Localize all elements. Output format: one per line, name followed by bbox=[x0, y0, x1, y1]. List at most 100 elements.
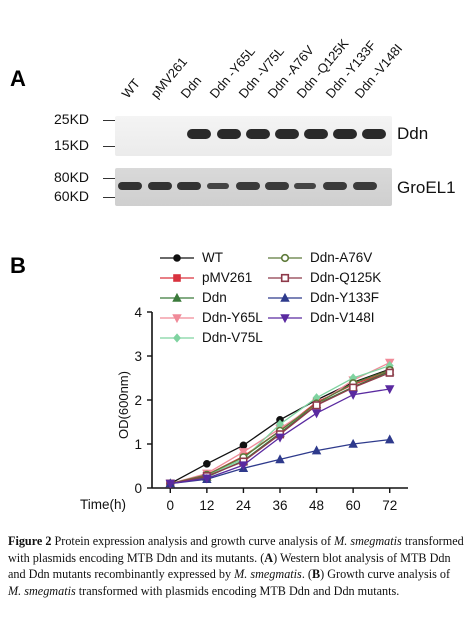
data-point bbox=[165, 478, 176, 488]
data-point bbox=[238, 455, 249, 465]
legend-marker-icon bbox=[268, 292, 302, 302]
chart-series bbox=[165, 358, 395, 489]
blot-band bbox=[118, 182, 142, 190]
data-point bbox=[311, 399, 322, 409]
data-point bbox=[312, 401, 321, 410]
data-point bbox=[348, 376, 358, 386]
data-point bbox=[280, 273, 290, 283]
legend-marker-icon bbox=[160, 292, 194, 302]
blot-band bbox=[207, 183, 229, 189]
lane-label: Ddn bbox=[177, 73, 205, 101]
legend-label: WT bbox=[202, 250, 223, 265]
data-point bbox=[275, 430, 285, 439]
y-tick-label: 2 bbox=[134, 393, 142, 408]
data-point bbox=[166, 479, 175, 488]
data-point bbox=[385, 367, 394, 376]
caption-species: M. smegmatis bbox=[234, 567, 302, 582]
data-point bbox=[202, 472, 211, 481]
legend-marker-icon bbox=[268, 273, 302, 283]
x-tick-label: 48 bbox=[309, 498, 324, 513]
blot-ddn bbox=[115, 116, 392, 156]
data-point bbox=[384, 434, 395, 444]
panel-a-label: A bbox=[10, 66, 26, 91]
data-point bbox=[202, 470, 211, 479]
data-point bbox=[202, 471, 212, 481]
data-point bbox=[173, 333, 181, 343]
marker-15kd: 15KD bbox=[54, 137, 90, 153]
data-series bbox=[165, 366, 395, 488]
x-tick-label: 24 bbox=[236, 498, 252, 513]
data-point bbox=[311, 445, 322, 455]
data-point bbox=[348, 438, 358, 448]
legend-label: pMV261 bbox=[202, 270, 253, 285]
data-point bbox=[203, 460, 211, 468]
data-point bbox=[239, 441, 248, 450]
data-point bbox=[385, 365, 394, 375]
data-point bbox=[276, 427, 284, 435]
data-point bbox=[275, 427, 285, 437]
figure-caption: Figure 2 Protein expression analysis and… bbox=[8, 533, 466, 599]
data-point bbox=[203, 471, 211, 479]
data-point bbox=[349, 383, 358, 392]
data-point bbox=[275, 454, 285, 464]
data-series bbox=[165, 434, 395, 488]
y-tick-label: 3 bbox=[134, 349, 142, 364]
data-point bbox=[312, 398, 321, 406]
x-tick-label: 0 bbox=[167, 498, 175, 513]
data-point bbox=[349, 379, 358, 388]
data-point bbox=[348, 381, 358, 391]
blot-band bbox=[246, 129, 270, 139]
y-tick-label: 0 bbox=[134, 481, 142, 496]
blot-band bbox=[177, 182, 201, 190]
x-axis-label: Time(h) bbox=[80, 497, 126, 512]
data-point bbox=[238, 448, 249, 458]
data-point bbox=[239, 452, 248, 461]
legend-label: Ddn-V75L bbox=[202, 330, 263, 345]
caption-text: . ( bbox=[301, 567, 312, 582]
data-point bbox=[280, 292, 290, 302]
series-line bbox=[170, 365, 390, 485]
data-point bbox=[239, 457, 248, 466]
marker-80kd: 80KD bbox=[54, 169, 90, 185]
blot-band bbox=[333, 129, 357, 139]
series-line bbox=[170, 438, 390, 485]
data-point bbox=[202, 471, 211, 481]
data-series bbox=[166, 367, 394, 488]
data-point bbox=[384, 385, 395, 395]
y-axis-label: OD(600nm) bbox=[116, 371, 131, 439]
data-point bbox=[173, 274, 181, 282]
data-point bbox=[166, 479, 175, 488]
data-point bbox=[275, 426, 285, 435]
data-point bbox=[349, 380, 357, 389]
data-point bbox=[165, 478, 176, 488]
blot-band bbox=[148, 182, 172, 190]
caption-text: ) Western blot analysis of MTB Ddn and D… bbox=[8, 550, 451, 582]
x-tick-label: 60 bbox=[346, 498, 361, 513]
data-point bbox=[349, 378, 357, 387]
y-tick-label: 1 bbox=[134, 437, 142, 452]
legend-label: Ddn-Q125K bbox=[310, 270, 382, 285]
blot-band bbox=[275, 129, 299, 139]
data-point bbox=[172, 314, 182, 324]
legend-marker-icon bbox=[160, 314, 194, 324]
data-point bbox=[312, 393, 321, 403]
data-point bbox=[166, 479, 175, 488]
caption-panel-ref: A bbox=[264, 550, 274, 565]
data-point bbox=[275, 433, 285, 443]
data-point bbox=[311, 409, 322, 419]
x-tick-label: 12 bbox=[199, 498, 214, 513]
band-label-ddn: Ddn bbox=[397, 124, 429, 143]
data-point bbox=[239, 454, 248, 464]
data-point bbox=[202, 474, 212, 483]
blot-band bbox=[217, 129, 241, 139]
series-line bbox=[170, 362, 390, 485]
data-point bbox=[173, 254, 181, 262]
legend-marker-icon bbox=[160, 274, 194, 282]
data-point bbox=[311, 400, 322, 410]
data-point bbox=[276, 419, 284, 429]
data-point bbox=[166, 478, 175, 489]
data-series bbox=[166, 368, 394, 488]
data-point bbox=[385, 365, 394, 374]
data-point bbox=[384, 358, 395, 368]
